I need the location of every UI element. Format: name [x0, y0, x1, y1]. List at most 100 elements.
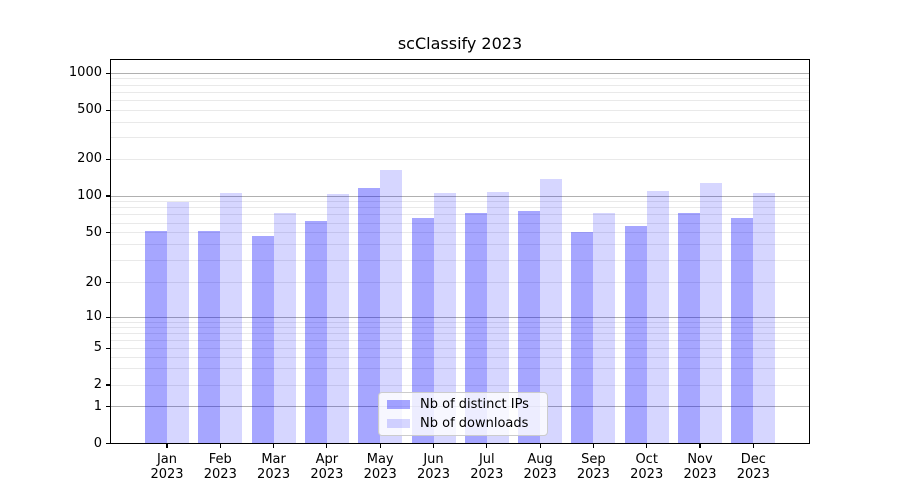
minor-gridline: [110, 158, 810, 160]
legend-swatch-distinct-ips: [387, 400, 410, 409]
y-axis-tick-label: 10: [85, 309, 102, 325]
bar-downloads: [753, 193, 776, 444]
x-axis-tick-label: Jan 2023: [150, 452, 184, 482]
bar-distinct-ips: [251, 236, 274, 444]
y-axis-tick-label: 20: [85, 274, 102, 290]
y-tick-mark: [106, 316, 110, 318]
bar-distinct-ips: [624, 225, 647, 444]
x-tick-mark: [219, 443, 221, 448]
y-axis-tick-label: 1: [93, 398, 102, 414]
bar-distinct-ips: [731, 218, 754, 444]
minor-gridline: [110, 356, 810, 358]
y-tick-mark: [106, 406, 110, 408]
minor-gridline: [110, 91, 810, 93]
minor-gridline: [110, 214, 810, 216]
minor-gridline: [110, 339, 810, 341]
minor-gridline: [110, 347, 810, 349]
minor-gridline: [110, 282, 810, 284]
y-axis-tick-label: 2: [93, 377, 102, 392]
bar-distinct-ips: [198, 230, 221, 444]
x-axis-tick-label: Mar 2023: [257, 452, 291, 482]
x-axis-tick-label: Feb 2023: [203, 452, 237, 482]
x-axis-tick-label: Oct 2023: [630, 452, 664, 482]
bar-distinct-ips: [678, 212, 700, 444]
major-gridline: [110, 316, 810, 318]
x-tick-mark: [592, 443, 594, 448]
bar-downloads: [593, 212, 616, 444]
bar-distinct-ips: [145, 230, 167, 444]
x-axis-tick-label: Dec 2023: [736, 452, 770, 482]
x-tick-mark: [166, 443, 168, 448]
y-tick-mark: [106, 195, 110, 197]
minor-gridline: [110, 384, 810, 386]
y-tick-mark: [106, 232, 110, 234]
x-tick-mark: [432, 443, 435, 448]
minor-gridline: [110, 321, 810, 323]
x-tick-mark: [273, 443, 275, 448]
x-axis-tick-label: Aug 2023: [523, 452, 557, 482]
bar-distinct-ips: [464, 213, 487, 444]
y-tick-mark: [106, 347, 110, 349]
legend-label-downloads: Nb of downloads: [420, 415, 529, 431]
y-axis-tick-label: 100: [77, 188, 102, 203]
x-axis-tick-label: Apr 2023: [310, 452, 344, 482]
minor-gridline: [110, 78, 810, 80]
minor-gridline: [110, 99, 810, 101]
minor-gridline: [110, 207, 810, 209]
y-axis-tick-label: 50: [85, 224, 102, 240]
minor-gridline: [110, 232, 810, 234]
y-axis-tick-label: 500: [77, 102, 102, 118]
minor-gridline: [110, 136, 810, 138]
y-tick-mark: [106, 72, 110, 74]
bar-downloads: [380, 169, 403, 444]
y-tick-mark: [106, 158, 110, 160]
y-tick-mark: [106, 442, 110, 445]
minor-gridline: [110, 84, 810, 86]
minor-gridline: [110, 332, 810, 334]
major-gridline: [110, 195, 810, 197]
x-axis-tick-label: Nov 2023: [683, 452, 717, 482]
legend-swatch-downloads: [387, 419, 410, 428]
x-tick-mark: [752, 443, 754, 448]
legend: Nb of distinct IPs Nb of downloads: [378, 392, 548, 436]
y-tick-mark: [106, 282, 110, 284]
bar-distinct-ips: [358, 188, 381, 444]
x-tick-mark: [486, 443, 488, 448]
minor-gridline: [110, 368, 810, 370]
bar-downloads: [433, 192, 456, 444]
y-axis-tick-label: 5: [93, 340, 102, 356]
y-tick-mark: [106, 384, 110, 386]
minor-gridline: [110, 326, 810, 328]
bar-downloads: [486, 192, 509, 444]
x-tick-mark: [326, 443, 328, 448]
major-gridline: [110, 72, 810, 74]
y-axis-tick-label: 1000: [68, 65, 102, 81]
x-tick-mark: [699, 443, 701, 448]
legend-item-distinct-ips: Nb of distinct IPs: [387, 396, 539, 412]
x-axis-tick-label: Sep 2023: [576, 452, 610, 482]
bar-downloads: [700, 182, 722, 444]
chart-title: scClassify 2023: [397, 34, 523, 53]
bar-downloads: [540, 178, 563, 444]
bar-distinct-ips: [304, 221, 327, 444]
minor-gridline: [110, 109, 810, 111]
minor-gridline: [110, 244, 810, 246]
minor-gridline: [110, 222, 810, 224]
legend-label-distinct-ips: Nb of distinct IPs: [420, 396, 529, 412]
x-tick-mark: [539, 443, 541, 448]
minor-gridline: [110, 201, 810, 203]
minor-gridline: [110, 121, 810, 123]
x-axis-tick-label: May 2023: [363, 452, 397, 482]
bar-downloads: [326, 194, 349, 444]
x-axis-tick-label: Jun 2023: [416, 452, 451, 482]
bar-distinct-ips: [518, 210, 541, 444]
x-tick-mark: [646, 443, 648, 448]
bar-downloads: [220, 192, 243, 444]
bar-distinct-ips: [571, 231, 594, 444]
y-axis-tick-label: 0: [93, 435, 102, 451]
bar-distinct-ips: [411, 218, 434, 444]
y-axis-tick-label: 200: [77, 151, 102, 167]
x-tick-mark: [379, 443, 381, 448]
bar-downloads: [646, 190, 669, 444]
